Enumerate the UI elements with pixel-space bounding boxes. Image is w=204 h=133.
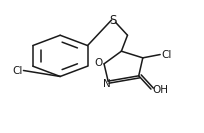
Text: Cl: Cl (161, 49, 172, 60)
Text: O: O (95, 58, 103, 68)
Text: N: N (103, 78, 110, 89)
Text: Cl: Cl (12, 66, 23, 76)
Text: OH: OH (152, 85, 168, 95)
Text: S: S (110, 14, 117, 27)
